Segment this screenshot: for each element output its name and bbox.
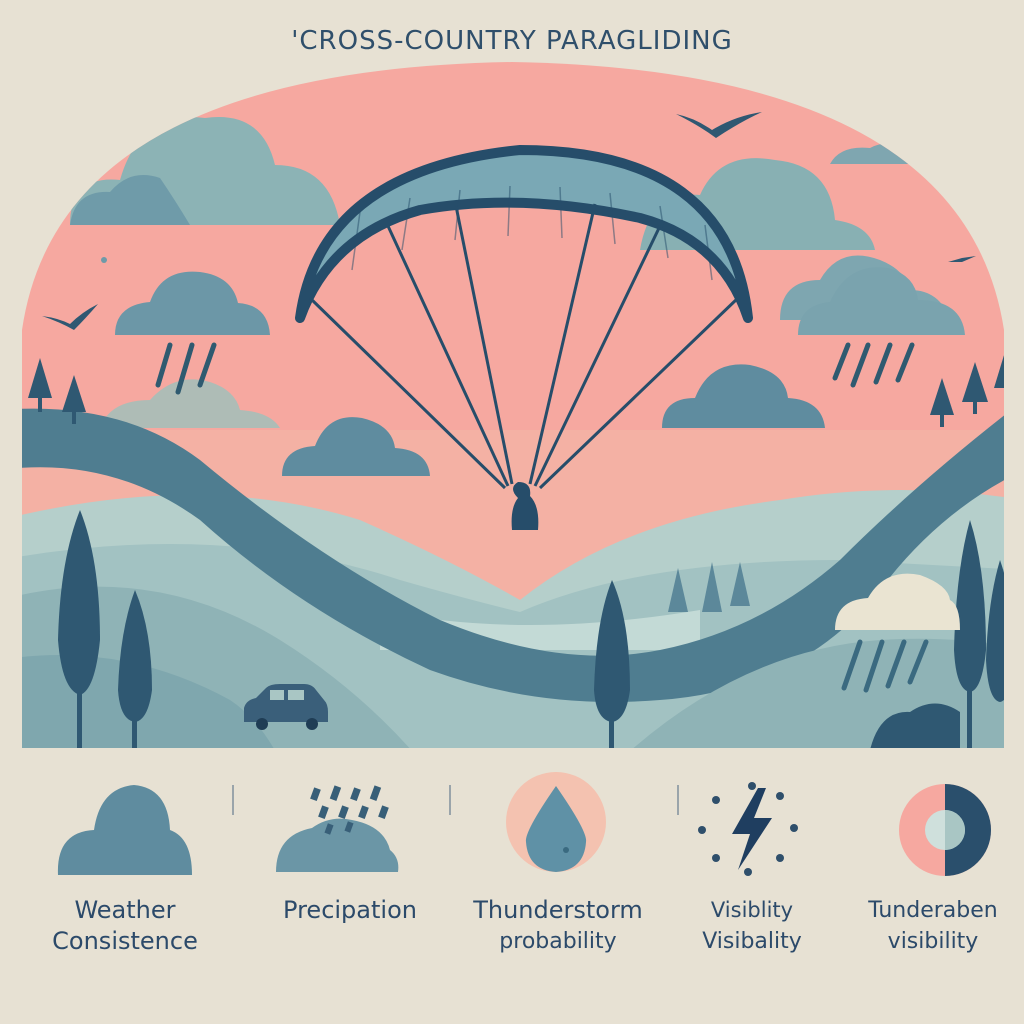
- label-line-1: Visiblity: [710, 898, 794, 922]
- label-line-1: Weather: [74, 896, 176, 924]
- sky-clouds: [100, 267, 965, 476]
- label-weather-consistence: Weather Consistence: [25, 895, 225, 957]
- label-line-2: visibility: [887, 929, 979, 954]
- label-line-1: Precipation: [283, 896, 417, 924]
- cloud-icon: [57, 785, 193, 875]
- landscape-scene: [22, 62, 1004, 748]
- half-circle-icon: [899, 784, 991, 876]
- label-line-1: Tunderaben: [868, 898, 998, 923]
- label-precipation: Precipation: [250, 895, 450, 926]
- pilot: [511, 482, 539, 530]
- rain-cloud-icon: [276, 785, 399, 872]
- car: [244, 684, 328, 730]
- paraglider: [295, 145, 753, 530]
- page-title: 'CROSS-COUNTRY PARAGLIDING: [291, 26, 733, 56]
- label-line-2: Consistence: [52, 927, 198, 955]
- label-line-2: probability: [499, 929, 617, 954]
- label-line-2: Visibality: [702, 929, 802, 954]
- label-tunderaben-visibility: Tunderaben visibility: [842, 895, 1024, 957]
- birds: [42, 112, 976, 330]
- trees: [28, 342, 1004, 748]
- water-drop-icon: [506, 772, 606, 872]
- label-line-1: Thunderstorm: [473, 896, 643, 924]
- label-visibility: Visiblity Visibality: [652, 895, 852, 957]
- label-thunderstorm-probability: Thunderstorm probability: [458, 895, 658, 957]
- lightning-icon: [698, 782, 798, 876]
- paraglider-wing: [295, 145, 753, 323]
- rain-streaks: [155, 342, 915, 395]
- ridge-band: [22, 400, 1004, 702]
